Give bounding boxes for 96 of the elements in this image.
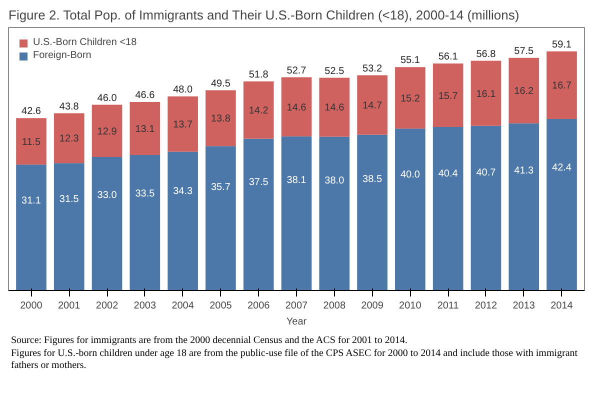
data-label: 13.8 [210, 114, 231, 125]
bar [168, 96, 198, 152]
data-label: 16.7 [552, 80, 572, 92]
data-label: 33.5 [135, 188, 156, 200]
data-label: 12.3 [59, 134, 80, 145]
bar [395, 128, 426, 290]
source-note: Source: Figures for immigrants are from the 2000 decennial Census and the ACS for 2001 to 2014. [11, 335, 408, 346]
data-label: 37.5 [248, 176, 269, 188]
total-label: 51.8 [248, 69, 269, 80]
data-label: 33.0 [97, 190, 118, 201]
data-label: 16.1 [476, 88, 496, 100]
data-label: 14.2 [248, 106, 269, 117]
x-tick-label: 2007 [285, 300, 308, 312]
data-label: 38.0 [324, 175, 345, 186]
legend-label: Foreign-Born [33, 50, 92, 61]
bar [130, 154, 160, 290]
bar [319, 136, 350, 290]
total-label: 53.2 [362, 63, 382, 74]
total-label: 57.5 [514, 46, 534, 57]
bar [16, 164, 46, 290]
x-tick-label: 2011 [437, 300, 460, 312]
bar [546, 118, 577, 290]
bar [357, 75, 388, 135]
data-label: 31.1 [22, 195, 42, 206]
x-tick-label: 2002 [96, 300, 119, 312]
data-label: 13.1 [135, 124, 156, 135]
bar [508, 123, 540, 290]
x-tick-label: 2006 [247, 300, 270, 312]
bar [470, 60, 502, 126]
legend-label: U.S.-Born Children <18 [33, 37, 137, 48]
total-label: 56.1 [438, 52, 458, 63]
x-tick-label: 2009 [361, 300, 384, 312]
chart-title: Figure 2. Total Pop. of Immigrants and Their U.S.-Born Children (<18), 2000-14 (millions) [8, 8, 520, 22]
total-label: 56.8 [476, 48, 496, 60]
total-label: 46.0 [97, 92, 118, 104]
total-label: 42.6 [22, 106, 42, 118]
data-label: 13.7 [173, 120, 193, 131]
x-tick-label: 2000 [20, 300, 43, 312]
bar [206, 146, 236, 290]
bar [16, 118, 46, 165]
data-label: 38.1 [286, 175, 307, 186]
data-label: 14.6 [324, 102, 345, 114]
data-label: 14.6 [286, 102, 307, 114]
total-label: 59.1 [552, 39, 572, 50]
bar [357, 134, 388, 290]
data-label: 35.7 [210, 182, 231, 194]
bar [508, 58, 540, 124]
bar [470, 126, 502, 290]
text: Figures for U.S.-born children under age 18 are from the public-use file of the CPS ASEC for 2000 to 2014 and include those with immigrant fathers or mothers. [11, 348, 578, 371]
x-tick-label: 2008 [323, 300, 346, 312]
x-tick-label: 2005 [210, 300, 232, 312]
total-label: 49.5 [210, 78, 231, 90]
total-label: 46.6 [135, 90, 156, 102]
data-label: 40.0 [400, 169, 420, 180]
total-label: 55.1 [400, 55, 420, 66]
bar [281, 136, 312, 290]
total-label: 52.7 [286, 65, 307, 76]
x-tick-label: 2013 [512, 300, 536, 312]
x-tick-label: 2003 [134, 300, 156, 312]
bar [432, 127, 464, 290]
data-label: 38.5 [362, 174, 382, 185]
bar [281, 77, 312, 136]
x-tick-label: 2014 [550, 300, 574, 312]
x-tick-label: 2012 [474, 300, 498, 312]
total-label: 48.0 [173, 84, 193, 96]
bar [432, 64, 464, 128]
data-label: 34.3 [173, 186, 193, 198]
bar [546, 51, 577, 119]
x-tick-label: 2010 [399, 300, 422, 312]
data-label: 15.7 [438, 90, 458, 102]
data-label: 41.3 [514, 166, 534, 177]
bar [92, 104, 122, 157]
bar [54, 163, 84, 290]
data-label: 40.7 [476, 167, 496, 178]
bar [206, 90, 236, 146]
bar [319, 78, 350, 137]
data-label: 42.4 [552, 162, 572, 174]
data-label: 31.5 [59, 194, 80, 206]
bar [243, 138, 274, 290]
data-label: 16.2 [514, 86, 534, 98]
bar [54, 113, 84, 164]
bar [395, 67, 426, 129]
x-tick-label: 2001 [58, 300, 81, 312]
x-tick-label: 2004 [172, 300, 194, 312]
data-label: 14.7 [362, 100, 382, 112]
bar [130, 102, 160, 155]
data-label: 12.9 [97, 126, 118, 138]
bar [168, 152, 198, 290]
data-label: 40.4 [438, 168, 458, 180]
data-label: 11.5 [22, 136, 42, 148]
bar [92, 156, 122, 290]
total-label: 43.8 [59, 101, 80, 112]
total-label: 52.5 [324, 66, 345, 77]
data-label: 15.2 [400, 93, 420, 104]
bar [243, 81, 274, 139]
x-axis-title: Year [286, 316, 308, 328]
